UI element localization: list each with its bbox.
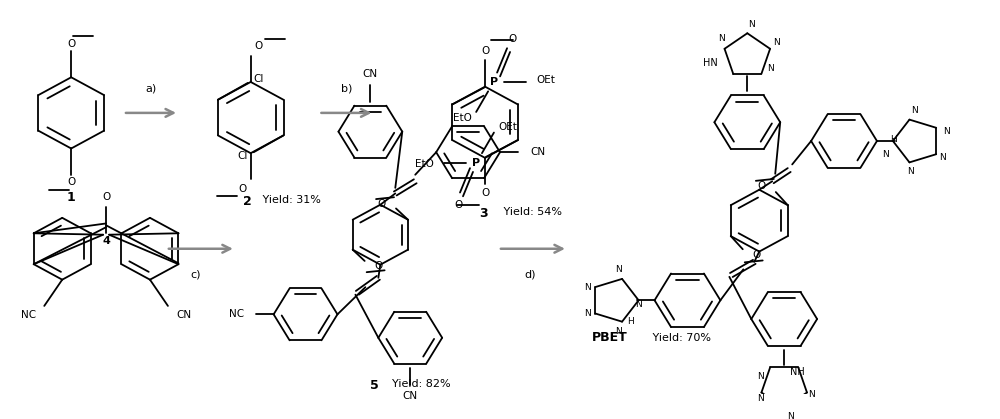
Text: CN: CN — [176, 310, 191, 320]
Text: O: O — [378, 199, 386, 209]
Text: O: O — [67, 39, 75, 49]
Text: N: N — [758, 394, 764, 403]
Text: Yield: 82%: Yield: 82% — [385, 379, 451, 389]
Text: N: N — [758, 372, 764, 381]
Text: 5: 5 — [370, 379, 379, 392]
Text: O: O — [753, 250, 761, 260]
Text: OEt: OEt — [536, 75, 555, 85]
Text: N: N — [882, 150, 889, 159]
Text: N: N — [911, 106, 918, 115]
Text: N: N — [719, 34, 725, 44]
Text: N: N — [584, 309, 591, 318]
Text: Yield: 70%: Yield: 70% — [642, 333, 711, 343]
Text: HN: HN — [703, 58, 717, 68]
Text: Yield: 31%: Yield: 31% — [259, 195, 321, 205]
Text: 2: 2 — [243, 195, 251, 208]
Text: N: N — [907, 167, 914, 176]
Text: N: N — [615, 265, 622, 274]
Text: N: N — [939, 153, 946, 163]
Text: OEt: OEt — [498, 122, 517, 132]
Text: O: O — [758, 181, 766, 191]
Text: N: N — [615, 326, 622, 336]
Text: O: O — [454, 200, 462, 210]
Text: b): b) — [341, 83, 352, 93]
Text: N: N — [767, 65, 774, 73]
Text: Cl: Cl — [254, 74, 264, 84]
Text: d): d) — [524, 269, 536, 279]
Text: N: N — [943, 127, 950, 136]
Text: 3: 3 — [479, 207, 488, 220]
Text: N: N — [635, 300, 641, 308]
Text: N: N — [748, 21, 755, 29]
Text: a): a) — [145, 83, 157, 93]
Text: N: N — [584, 283, 591, 292]
Text: O: O — [481, 189, 489, 199]
Text: PBET: PBET — [592, 331, 627, 344]
Text: P: P — [472, 158, 480, 168]
Text: O: O — [375, 261, 383, 271]
Text: 4: 4 — [102, 236, 110, 246]
Text: Yield: 54%: Yield: 54% — [493, 207, 562, 217]
Text: CN: CN — [530, 147, 545, 157]
Text: O: O — [255, 41, 263, 52]
Text: NC: NC — [229, 309, 244, 319]
Text: O: O — [508, 34, 516, 44]
Text: N: N — [808, 391, 815, 399]
Text: N: N — [773, 38, 780, 47]
Text: NH: NH — [790, 367, 805, 378]
Text: NC: NC — [21, 310, 36, 320]
Text: N: N — [787, 412, 794, 419]
Text: CN: CN — [363, 69, 378, 78]
Text: P: P — [490, 77, 498, 87]
Text: EtO: EtO — [453, 113, 472, 123]
Text: CN: CN — [403, 391, 418, 401]
Text: O: O — [102, 192, 110, 202]
Text: EtO: EtO — [415, 159, 434, 169]
Text: O: O — [67, 177, 75, 187]
Text: Cl: Cl — [237, 151, 248, 161]
Text: H: H — [890, 134, 897, 144]
Text: c): c) — [191, 269, 201, 279]
Text: 1: 1 — [67, 191, 76, 204]
Text: H: H — [627, 317, 633, 326]
Text: O: O — [481, 46, 489, 56]
Text: O: O — [238, 184, 247, 194]
